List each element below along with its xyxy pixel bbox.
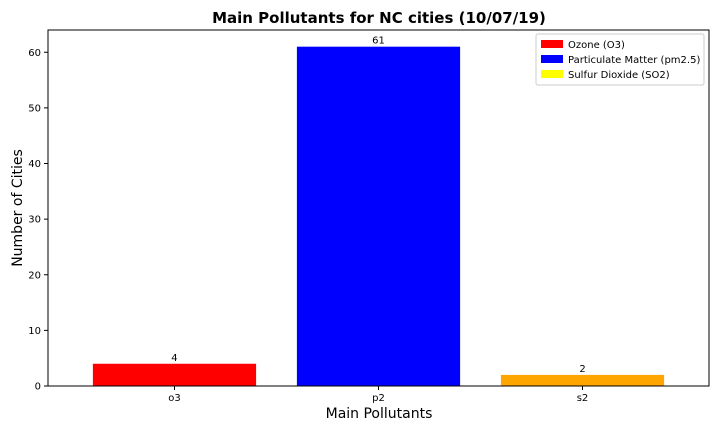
data-label-p2: 61 [372, 36, 385, 47]
data-label-s2: 2 [579, 364, 585, 375]
legend-label-ozone-o3: Ozone (O3) [568, 40, 625, 51]
x-tick-label-s2: s2 [577, 393, 589, 404]
bar-s2 [500, 374, 665, 386]
y-tick-label-40: 40 [28, 159, 41, 170]
legend-label-particulate-matter-pm2-5: Particulate Matter (pm2.5) [568, 55, 700, 66]
legend-swatch-sulfur-dioxide-so2 [541, 70, 563, 78]
plot-frame [47, 29, 710, 387]
chart-title: Main Pollutants for NC cities (10/07/19) [212, 9, 546, 27]
y-tick-label-0: 0 [35, 382, 41, 393]
y-tick-label-30: 30 [28, 215, 41, 226]
y-tick-label-50: 50 [28, 103, 41, 114]
y-tick-label-20: 20 [28, 270, 41, 281]
legend-box [535, 33, 705, 86]
bar-o3 [92, 363, 257, 386]
x-tick-label-p2: p2 [372, 393, 385, 404]
y-tick-label-60: 60 [28, 48, 41, 59]
bars-layer: 4 61 2 [92, 36, 665, 386]
ticks-layer: o3 p2 s2 0 10 20 30 40 50 60 [28, 48, 588, 404]
bar-p2 [296, 46, 461, 386]
data-label-o3: 4 [171, 353, 177, 364]
x-tick-label-o3: o3 [168, 393, 180, 404]
legend-swatch-ozone-o3 [541, 40, 563, 48]
legend-swatch-particulate-matter-pm2-5 [541, 55, 563, 63]
legend: Ozone (O3) Particulate Matter (pm2.5) Sulf… [535, 33, 705, 86]
y-tick-label-10: 10 [28, 326, 41, 337]
legend-label-sulfur-dioxide-so2: Sulfur Dioxide (SO2) [568, 70, 670, 81]
y-axis-label: Number of Cities [10, 149, 26, 267]
x-axis-label: Main Pollutants [326, 406, 433, 422]
